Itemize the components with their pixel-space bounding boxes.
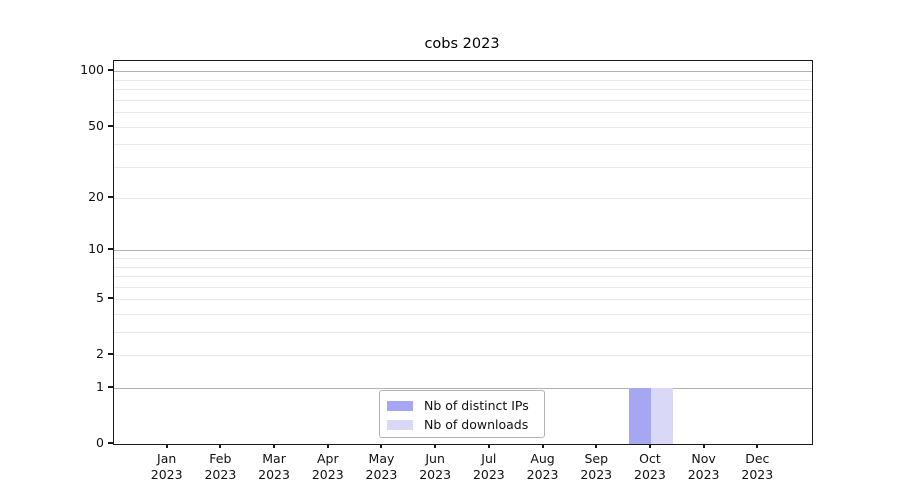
x-tick-label-dec-2023: Dec 2023 [741,451,774,482]
y-tick-mark [108,297,113,300]
legend-item: Nb of downloads [380,415,544,434]
x-tick-mark [756,444,759,448]
bar-nb-of-downloads-oct-2023 [650,388,673,444]
gridline-minor [114,99,812,101]
y-tick-label: 2 [96,346,104,362]
legend-label-downloads: Nb of downloads [424,417,529,432]
legend-swatch-distinct-ips [387,400,413,411]
y-tick-label: 50 [88,117,104,133]
x-tick-mark [595,444,598,448]
y-tick-mark [108,248,113,251]
x-tick-label-jan-2023: Jan 2023 [150,451,183,482]
gridline-minor [114,144,812,146]
legend-swatch-downloads [387,419,413,430]
gridline-major [114,71,812,73]
x-tick-mark [702,444,705,448]
gridline-minor [114,286,812,288]
y-tick-mark [108,196,113,199]
x-tick-mark [434,444,437,448]
gridline-minor [114,332,812,334]
x-tick-mark [219,444,222,448]
y-tick-label: 0 [96,435,104,450]
x-tick-label-mar-2023: Mar 2023 [258,451,290,482]
plot-area [113,60,813,445]
gridline-minor [114,198,812,200]
gridline-major [114,388,812,390]
chart-title: cobs 2023 [424,36,500,52]
gridline-minor [114,276,812,278]
x-tick-label-apr-2023: Apr 2023 [311,451,344,482]
y-tick-label: 1 [96,379,104,395]
gridline-minor [114,89,812,91]
y-tick-mark [108,124,113,127]
gridline-minor [114,314,812,316]
x-tick-mark [487,444,490,448]
gridline-minor [114,258,812,260]
x-tick-mark [326,444,329,448]
x-tick-label-jun-2023: Jun 2023 [419,451,452,482]
y-tick-mark [108,386,113,389]
gridline-minor [114,299,812,301]
bar-nb-of-distinct-ips-oct-2023 [628,388,651,444]
gridline-minor [114,166,812,168]
gridline-major [114,250,812,252]
x-tick-label-sep-2023: Sep 2023 [580,451,613,482]
x-tick-label-feb-2023: Feb 2023 [204,451,237,482]
x-tick-mark [648,444,651,448]
y-tick-label: 5 [96,290,104,306]
x-tick-mark [380,444,383,448]
gridline-minor [114,112,812,114]
gridline-minor [114,355,812,357]
x-tick-mark [541,444,544,448]
gridline-minor [114,126,812,128]
legend-label-distinct-ips: Nb of distinct IPs [424,398,529,413]
y-tick-mark [108,442,113,444]
x-tick-mark [165,444,168,448]
legend: Nb of distinct IPs Nb of downloads [379,390,545,438]
y-tick-mark [108,69,113,72]
x-tick-label-may-2023: May 2023 [365,451,398,482]
y-tick-label: 10 [88,241,104,257]
gridline-minor [114,79,812,81]
x-tick-mark [273,444,276,448]
x-tick-label-oct-2023: Oct 2023 [634,451,666,482]
gridline-minor [114,266,812,268]
x-tick-label-jul-2023: Jul 2023 [472,451,505,482]
y-tick-label: 100 [80,62,104,78]
y-tick-label: 20 [88,189,104,205]
x-tick-label-nov-2023: Nov 2023 [687,451,720,482]
x-tick-label-aug-2023: Aug 2023 [526,451,559,482]
legend-item: Nb of distinct IPs [380,396,544,415]
y-tick-mark [108,353,113,356]
